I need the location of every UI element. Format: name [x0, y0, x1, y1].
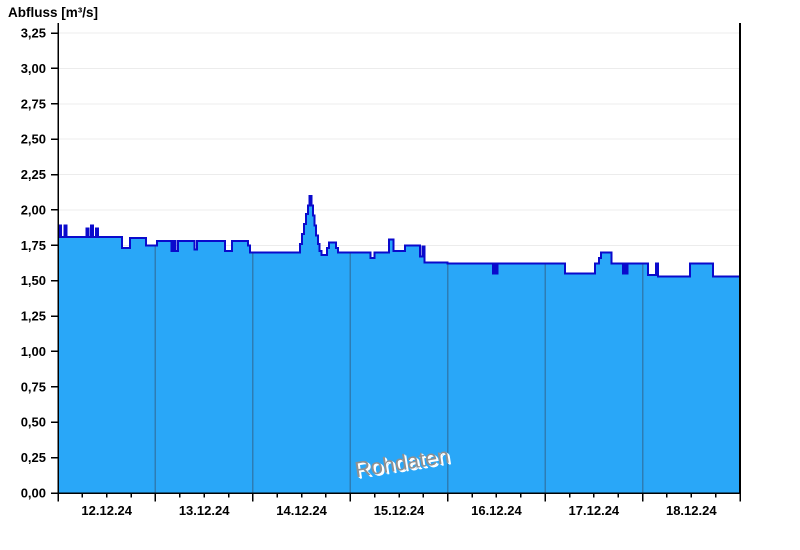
x-tick-labels: 12.12.24 13.12.24 14.12.24 15.12.24 16.12.24… — [81, 503, 717, 518]
y-tick-label: 2,00 — [21, 202, 46, 217]
area-fill — [58, 195, 740, 494]
x-tick-label: 12.12.24 — [81, 503, 132, 518]
y-tick-label: 0,75 — [21, 379, 46, 394]
x-tick-label: 14.12.24 — [276, 503, 327, 518]
y-tick-label: 3,00 — [21, 61, 46, 76]
y-tick-label: 1,25 — [21, 309, 46, 324]
y-tick-label: 2,25 — [21, 167, 46, 182]
x-tick-label: 15.12.24 — [374, 503, 425, 518]
x-tick-label: 13.12.24 — [179, 503, 230, 518]
chart-title: Abfluss [m³/s] — [8, 5, 99, 20]
x-tick-label: 18.12.24 — [666, 503, 717, 518]
y-tick-labels: 0,00 0,25 0,50 0,75 1,00 1,25 1,50 1,75 2,00 2,25… — [21, 26, 46, 501]
x-tick-label: 17.12.24 — [569, 503, 620, 518]
y-tick-label: 3,25 — [21, 26, 46, 41]
series-line — [57, 194, 740, 278]
y-tick-label: 1,75 — [21, 238, 46, 253]
y-tick-label: 2,50 — [21, 132, 46, 147]
axes — [51, 23, 741, 502]
y-tick-label: 1,50 — [21, 273, 46, 288]
y-tick-label: 0,00 — [21, 486, 46, 501]
y-tick-label: 0,50 — [21, 415, 46, 430]
x-tick-label: 16.12.24 — [471, 503, 522, 518]
y-tick-label: 2,75 — [21, 96, 46, 111]
y-tick-label: 0,25 — [21, 450, 46, 465]
y-tick-label: 1,00 — [21, 344, 46, 359]
